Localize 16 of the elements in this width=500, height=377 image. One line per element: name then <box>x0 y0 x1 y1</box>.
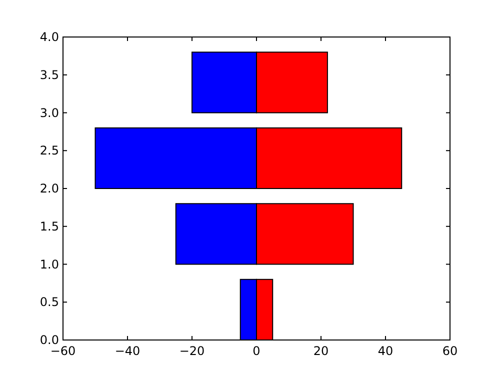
y-tick-label: 2.5 <box>40 144 59 158</box>
y-tick-label: 2.0 <box>40 182 59 196</box>
y-tick-label: 1.5 <box>40 219 59 234</box>
x-tick-label: −20 <box>179 344 205 358</box>
x-tick-label: 60 <box>442 344 458 358</box>
y-tick-label: 3.0 <box>40 106 59 120</box>
x-tick-label: 0 <box>252 344 260 358</box>
y-tick-label: 1.0 <box>40 257 59 272</box>
x-tick-label: 40 <box>378 344 394 358</box>
x-tick-label: −40 <box>114 344 140 358</box>
y-tick-label: 4.0 <box>40 30 59 44</box>
y-tick-label: 0.0 <box>40 333 59 347</box>
y-tick-label: 0.5 <box>40 295 59 310</box>
x-tick-label: 20 <box>313 344 329 358</box>
y-tick-label: 3.5 <box>40 68 59 82</box>
x-tick-label: −60 <box>50 344 76 358</box>
